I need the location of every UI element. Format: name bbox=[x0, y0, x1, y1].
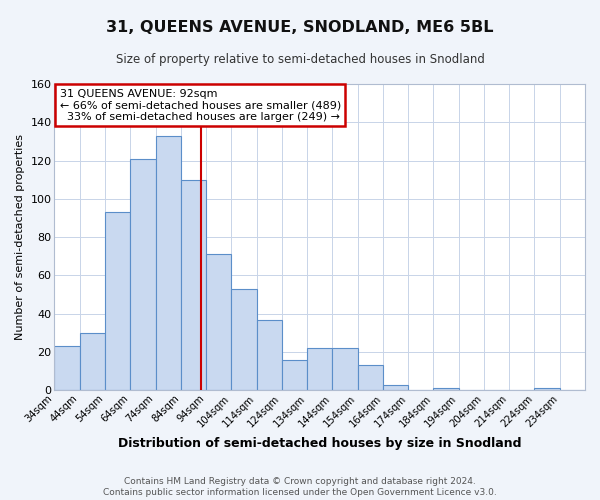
X-axis label: Distribution of semi-detached houses by size in Snodland: Distribution of semi-detached houses by … bbox=[118, 437, 521, 450]
Bar bbox=[206, 254, 232, 390]
Bar bbox=[130, 158, 155, 390]
Bar bbox=[433, 388, 458, 390]
Text: Contains HM Land Registry data © Crown copyright and database right 2024.: Contains HM Land Registry data © Crown c… bbox=[124, 476, 476, 486]
Bar bbox=[358, 366, 383, 390]
Bar bbox=[383, 384, 408, 390]
Bar bbox=[535, 388, 560, 390]
Y-axis label: Number of semi-detached properties: Number of semi-detached properties bbox=[15, 134, 25, 340]
Bar bbox=[307, 348, 332, 391]
Bar bbox=[282, 360, 307, 390]
Bar bbox=[257, 320, 282, 390]
Text: Size of property relative to semi-detached houses in Snodland: Size of property relative to semi-detach… bbox=[116, 52, 484, 66]
Text: 31, QUEENS AVENUE, SNODLAND, ME6 5BL: 31, QUEENS AVENUE, SNODLAND, ME6 5BL bbox=[106, 20, 494, 35]
Text: 31 QUEENS AVENUE: 92sqm
← 66% of semi-detached houses are smaller (489)
  33% of: 31 QUEENS AVENUE: 92sqm ← 66% of semi-de… bbox=[60, 88, 341, 122]
Text: Contains public sector information licensed under the Open Government Licence v3: Contains public sector information licen… bbox=[103, 488, 497, 497]
Bar bbox=[181, 180, 206, 390]
Bar bbox=[80, 333, 105, 390]
Bar bbox=[332, 348, 358, 391]
Bar bbox=[155, 136, 181, 390]
Bar bbox=[105, 212, 130, 390]
Bar bbox=[55, 346, 80, 391]
Bar bbox=[232, 289, 257, 390]
